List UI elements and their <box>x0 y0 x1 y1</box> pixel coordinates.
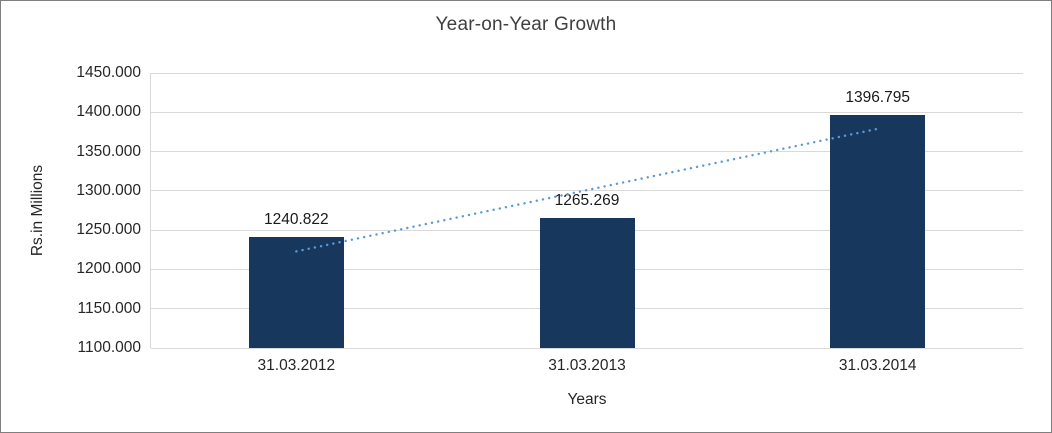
gridline <box>151 111 1023 113</box>
bar <box>539 218 635 348</box>
bar <box>830 114 926 348</box>
gridline <box>151 151 1023 153</box>
bar-value-label: 1240.822 <box>264 211 329 229</box>
gridline <box>151 72 1023 74</box>
plot-area: 1240.822 31.03.2012 1265.269 31.03.2013 1396… <box>150 72 1023 374</box>
y-tick-label: 1450.000 <box>76 64 141 81</box>
bar <box>248 237 344 348</box>
bar-value-label: 1265.269 <box>554 192 620 210</box>
x-tick-label: 31.03.2012 <box>257 357 336 374</box>
chart-title: Year-on-Year Growth <box>435 14 617 35</box>
trendline <box>295 127 879 253</box>
y-tick-label: 1150.000 <box>77 299 142 317</box>
x-axis-title: Years <box>567 391 607 408</box>
y-tick-label: 1400.000 <box>76 103 141 121</box>
trendline-layer <box>295 127 879 253</box>
gridline <box>151 347 1023 349</box>
y-tick-label: 1200.000 <box>76 260 141 278</box>
bar-value-label: 1396.795 <box>845 88 910 106</box>
y-tick-label: 1350.000 <box>76 142 141 160</box>
y-axis-line <box>150 73 151 348</box>
y-tick-label: 1300.000 <box>76 181 141 199</box>
x-tick-label: 31.03.2013 <box>548 357 626 374</box>
x-tick-label: 31.03.2014 <box>838 357 917 374</box>
y-tick-label: 1100.000 <box>77 339 142 356</box>
y-tick-label: 1250.000 <box>76 221 141 239</box>
